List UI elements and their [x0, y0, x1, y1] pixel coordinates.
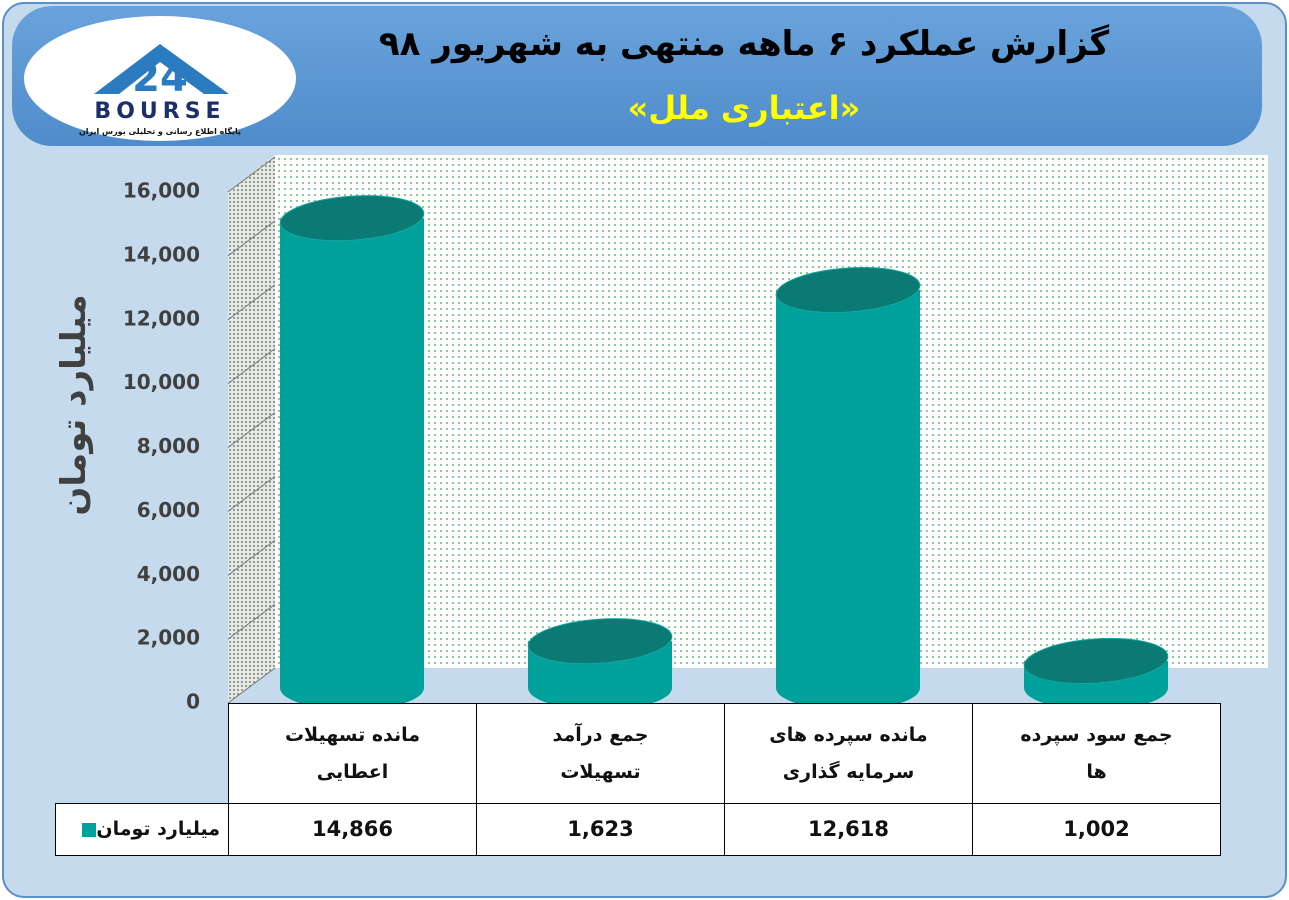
logo: 24 BOURSE پایگاه اطلاع رسانی و تحلیلی بو… — [24, 16, 296, 141]
side-wall — [228, 155, 275, 703]
y-tick-label: 14,000 — [123, 242, 200, 266]
grid-line — [227, 284, 276, 321]
bar — [776, 290, 920, 710]
back-wall — [275, 155, 1268, 668]
data-label: 1,002 — [972, 803, 1221, 856]
y-tick-label: 2,000 — [137, 626, 200, 650]
y-tick-label: 10,000 — [123, 370, 200, 394]
x-tick-label: جمع درآمد تسهیلات — [476, 703, 725, 804]
y-tick-label: 16,000 — [123, 179, 200, 203]
x-tick-label: جمع سود سپرده ها — [972, 703, 1221, 804]
grid-line — [227, 220, 276, 257]
y-tick-label: 12,000 — [123, 306, 200, 330]
grid-line — [227, 539, 276, 576]
x-tick-label: مانده سپرده های سرمایه گذاری — [724, 703, 973, 804]
grid-line — [227, 667, 276, 704]
y-tick-label: 4,000 — [137, 562, 200, 586]
x-tick-label: مانده تسهیلات اعطایی — [228, 703, 477, 804]
y-tick-label: 0 — [186, 690, 200, 714]
logo-name: BOURSE — [94, 99, 225, 124]
logo-roof — [94, 44, 229, 94]
y-axis-label: میلیارد تومان — [54, 294, 94, 515]
data-label: 14,866 — [228, 803, 477, 856]
legend-swatch — [82, 822, 97, 837]
y-tick-label: 8,000 — [137, 434, 200, 458]
bar-cap — [775, 266, 921, 314]
legend: میلیارد تومان — [55, 803, 229, 856]
bar-cap — [279, 195, 425, 242]
bar-cap — [527, 618, 673, 665]
bar-cap — [1023, 637, 1169, 685]
data-label: 1,623 — [476, 803, 725, 856]
grid-line — [227, 156, 276, 193]
chart-subtitle: «اعتباری ملل» — [627, 89, 861, 127]
logo-number: 24 — [132, 55, 188, 101]
grid-line — [227, 603, 276, 640]
y-tick-label: 6,000 — [137, 498, 200, 522]
data-label: 12,618 — [724, 803, 973, 856]
logo-tagline: پایگاه اطلاع رسانی و تحلیلی بورس ایران — [79, 126, 241, 137]
grid-line — [227, 348, 276, 385]
grid-line — [227, 475, 276, 512]
logo-art: 24 BOURSE پایگاه اطلاع رسانی و تحلیلی بو… — [79, 44, 241, 137]
chart-title: گزارش عملکرد ۶ ماهه منتهی به شهریور ۹۸ — [378, 24, 1110, 64]
grid-line — [227, 412, 276, 448]
legend-label: میلیارد تومان — [96, 818, 220, 841]
bar — [280, 218, 424, 710]
